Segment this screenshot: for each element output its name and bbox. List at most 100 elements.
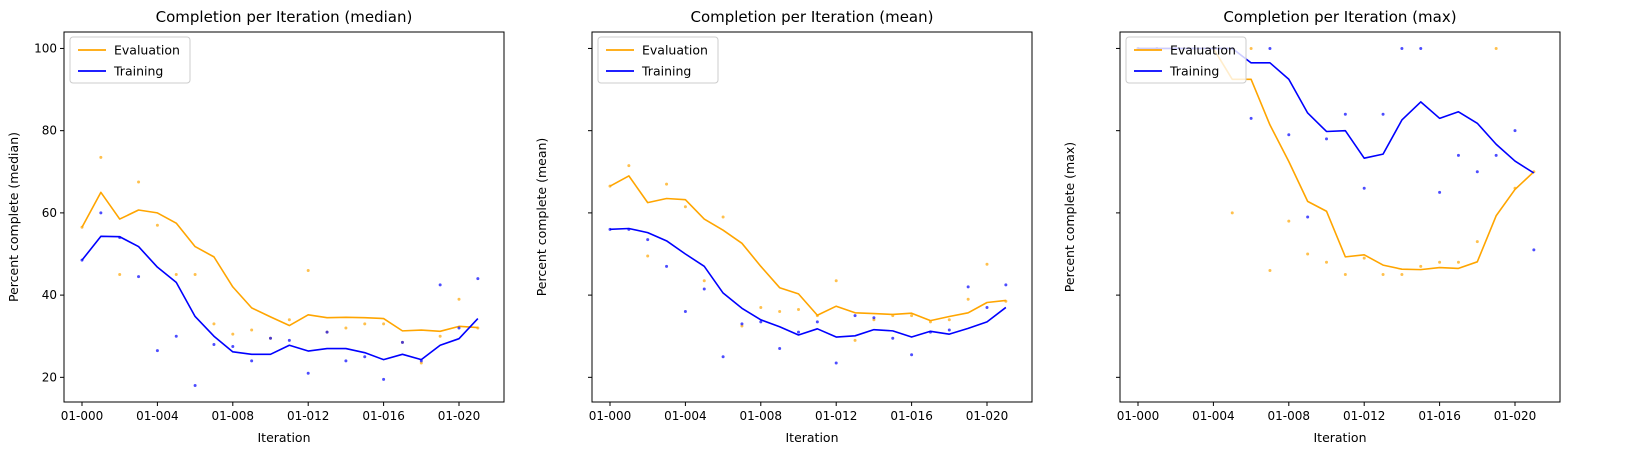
x-tick-label: 01-008 [740,409,783,423]
data-point [947,318,951,322]
x-tick-label: 01-012 [1343,409,1386,423]
x-tick-label: 01-020 [1494,409,1537,423]
data-point [702,279,706,283]
data-point [193,273,197,277]
data-point [1306,252,1310,256]
data-point [155,223,159,227]
y-tick-label: 20 [42,370,57,384]
data-point [1494,153,1498,157]
data-point [344,326,348,330]
x-tick-label: 01-004 [664,409,707,423]
data-point [287,338,291,342]
data-point [1381,112,1385,116]
series-training [80,211,480,388]
data-point [1532,248,1536,252]
data-point [363,322,367,326]
data-point [834,361,838,365]
data-point [306,268,310,272]
data-point [438,283,442,287]
data-point [872,318,876,322]
data-point [1419,46,1423,50]
data-point [438,334,442,338]
x-tick-label: 01-016 [1418,409,1461,423]
data-point [137,275,141,279]
plot-frame [63,31,505,403]
data-point [1438,260,1442,264]
legend: Evaluation Training [1125,36,1247,84]
data-point [1494,46,1498,50]
data-point [1362,186,1366,190]
series-line [609,227,1007,338]
data-point [1325,260,1328,264]
legend: Evaluation Training [69,36,191,84]
data-point [1343,273,1347,277]
data-point [1419,264,1423,268]
data-point [627,164,631,168]
data-point [269,336,272,340]
data-point [382,377,386,381]
data-point [683,310,687,314]
data-point [1249,116,1253,120]
data-point [853,314,857,318]
data-point [740,322,744,326]
x-axis-label: Iteration [257,430,310,445]
data-point [193,384,197,388]
data-point [683,205,687,209]
data-point [947,328,951,332]
legend-label: Training [1169,64,1219,79]
x-tick-label: 01-000 [61,409,104,423]
data-point [1268,268,1272,272]
y-tick-label: 100 [34,41,57,55]
data-point [721,215,725,219]
data-point [1475,240,1479,244]
y-axis-label: Percent complete (mean) [534,138,549,297]
legend-label: Training [641,64,691,79]
data-point [99,211,103,215]
data-point [1249,46,1253,50]
data-point [891,336,895,340]
data-point [1343,112,1347,116]
data-point [665,182,669,186]
x-tick-label: 01-000 [589,409,632,423]
series-evaluation [80,155,480,365]
x-tick-label: 01-012 [815,409,858,423]
x-tick-label: 01-000 [1117,409,1160,423]
data-point [212,342,216,346]
legend: Evaluation Training [597,36,719,84]
legend-label: Evaluation [114,43,180,58]
chart-title: Completion per Iteration (mean) [690,8,933,26]
data-point [1456,153,1460,157]
data-point [155,349,159,353]
data-point [306,371,310,375]
data-point [872,316,876,320]
data-point [985,262,989,266]
data-point [325,330,329,334]
data-point [834,279,838,283]
data-point [118,273,122,277]
x-tick-label: 01-016 [890,409,933,423]
legend-label: Evaluation [642,43,708,58]
data-point [646,238,650,242]
data-point [759,320,763,324]
data-point [1287,219,1291,223]
data-point [476,277,480,281]
data-point [778,347,782,351]
data-point [910,353,914,357]
data-point [400,340,404,344]
plot-frame [591,31,1033,403]
chart-title: Completion per Iteration (max) [1223,8,1456,26]
data-point [1400,273,1404,277]
data-point [665,264,669,268]
legend-label: Training [113,64,163,79]
data-point [1475,170,1479,174]
chart-panel: Completion per Iteration (median) 20 40 60 8… [6,8,505,445]
data-point [740,324,744,328]
data-point [1287,133,1291,137]
series-line [81,235,479,361]
x-axis-label: Iteration [785,430,838,445]
data-point [1513,129,1517,133]
series-evaluation [608,164,1008,342]
data-point [1400,46,1404,50]
data-point [137,180,141,184]
data-point [910,314,914,318]
